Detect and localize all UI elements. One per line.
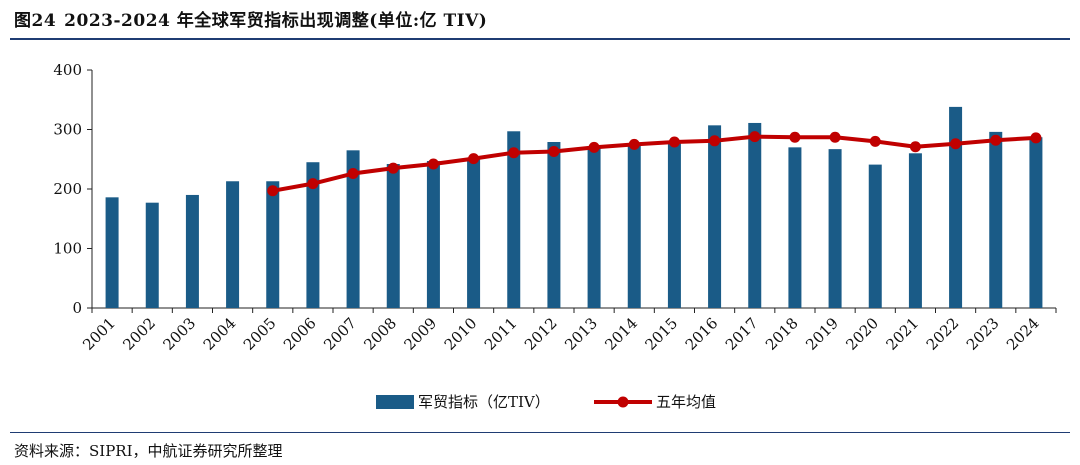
line-point xyxy=(950,138,962,150)
x-tick-label: 2010 xyxy=(441,314,481,354)
bar xyxy=(748,122,762,308)
x-tick-label: 2014 xyxy=(601,314,641,354)
figure-title-text: 2023-2024 年全球军贸指标出现调整(单位:亿 TIV) xyxy=(64,11,488,31)
x-tick-label: 2018 xyxy=(762,314,802,354)
x-tick-label: 2004 xyxy=(200,314,240,354)
figure-number: 图24 xyxy=(14,11,57,31)
bar xyxy=(386,164,400,308)
bar xyxy=(547,141,561,308)
bar xyxy=(426,161,440,308)
line-point xyxy=(387,162,399,174)
bar xyxy=(226,181,240,308)
x-axis: 2001 2002 2003 2004 2005 2006 2007 2008 2009 2010… xyxy=(79,307,1057,354)
x-tick-label: 2006 xyxy=(280,314,320,354)
x-tick-label: 2019 xyxy=(802,314,842,354)
line-point xyxy=(990,134,1002,146)
x-tick-label: 2008 xyxy=(360,314,400,354)
bar xyxy=(949,106,963,308)
line-point xyxy=(668,136,680,148)
x-tick-label: 2021 xyxy=(883,314,923,354)
y-tick-label: 200 xyxy=(53,180,82,198)
x-tick-label: 2007 xyxy=(320,314,360,354)
y-axis: 0 100 200 300 400 xyxy=(53,61,93,317)
bar xyxy=(908,153,922,308)
y-tick-label: 300 xyxy=(53,121,82,139)
line-point xyxy=(468,153,480,165)
bar xyxy=(868,164,882,308)
line-point xyxy=(628,138,640,150)
x-tick-label: 2013 xyxy=(561,314,601,354)
x-tick-label: 2022 xyxy=(923,314,963,354)
legend-bar-swatch xyxy=(376,395,414,409)
bar xyxy=(989,131,1003,308)
bar xyxy=(507,131,521,308)
x-tick-label: 2023 xyxy=(963,314,1003,354)
figure-title: 图24 2023-2024 年全球军贸指标出现调整(单位:亿 TIV) xyxy=(14,6,487,31)
legend-line-marker xyxy=(617,396,629,408)
source-note: 资料来源：SIPRI，中航证券研究所整理 xyxy=(14,442,283,460)
x-tick-label: 2002 xyxy=(119,314,159,354)
line-point xyxy=(427,158,439,170)
legend-line-label: 五年均值 xyxy=(656,393,716,411)
bar xyxy=(306,162,320,308)
bar xyxy=(627,144,641,308)
bar xyxy=(346,150,360,308)
bar-series xyxy=(105,106,1043,309)
x-tick-label: 2020 xyxy=(842,314,882,354)
line-point xyxy=(909,141,921,153)
bar xyxy=(1029,137,1043,308)
line-point xyxy=(789,131,801,143)
x-tick-label: 2017 xyxy=(722,314,762,354)
line-series xyxy=(267,131,1042,197)
line-point xyxy=(1030,132,1042,144)
line-point xyxy=(307,178,319,190)
line-point xyxy=(548,146,560,158)
bar xyxy=(185,194,199,308)
legend: 军贸指标（亿TIV） 五年均值 xyxy=(376,393,716,411)
bar xyxy=(467,157,481,308)
x-tick-label: 2012 xyxy=(521,314,561,354)
bar xyxy=(145,202,159,308)
bar xyxy=(587,147,601,308)
y-tick-label: 100 xyxy=(53,240,82,258)
line-point xyxy=(267,185,279,197)
line-point xyxy=(508,147,520,159)
bar xyxy=(828,149,842,308)
line-point xyxy=(347,168,359,180)
x-tick-label: 2024 xyxy=(1003,314,1043,354)
y-tick-label: 0 xyxy=(72,299,82,317)
bar xyxy=(788,147,802,308)
line-point xyxy=(869,135,881,147)
line-point xyxy=(749,131,761,143)
bar xyxy=(105,197,119,308)
line-point xyxy=(588,141,600,153)
line-point xyxy=(709,135,721,147)
bar xyxy=(667,140,681,308)
bar xyxy=(266,181,280,308)
line-point xyxy=(829,131,841,143)
x-tick-label: 2005 xyxy=(240,314,280,354)
x-tick-label: 2011 xyxy=(481,314,521,354)
x-tick-label: 2003 xyxy=(160,314,200,354)
bar xyxy=(708,125,722,309)
title-rule xyxy=(10,38,1070,40)
legend-bar-label: 军贸指标（亿TIV） xyxy=(418,393,550,411)
line-path xyxy=(272,134,1037,193)
source-rule xyxy=(10,432,1070,433)
x-tick-label: 2001 xyxy=(79,314,119,354)
x-tick-label: 2015 xyxy=(642,314,682,354)
y-tick-label: 400 xyxy=(53,61,82,79)
x-tick-label: 2016 xyxy=(682,314,722,354)
x-tick-label: 2009 xyxy=(401,314,441,354)
